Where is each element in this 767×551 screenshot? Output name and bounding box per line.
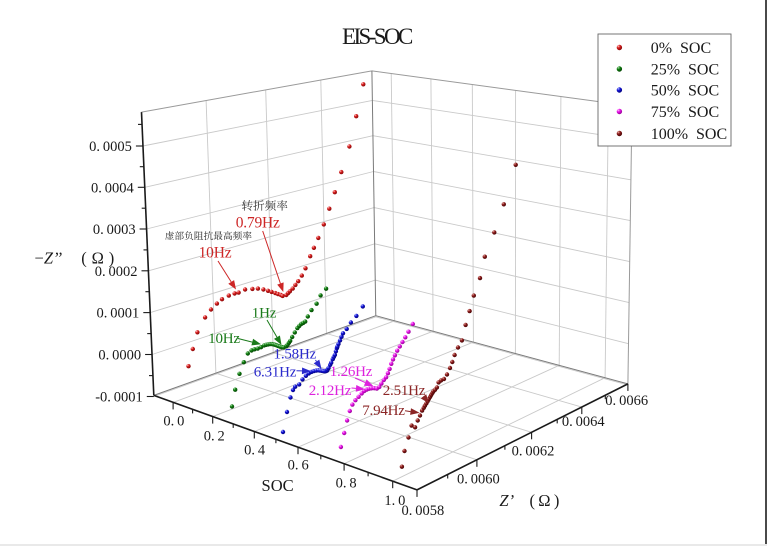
svg-text:( Ω ): ( Ω ) — [530, 491, 560, 510]
svg-text:0. 0060: 0. 0060 — [457, 472, 500, 488]
svg-text:Z’: Z’ — [499, 491, 514, 510]
svg-text:10Hz: 10Hz — [199, 244, 232, 261]
svg-text:0. 0066: 0. 0066 — [605, 393, 648, 409]
svg-text:0. 0003: 0. 0003 — [93, 222, 136, 238]
svg-text:25% SOC: 25% SOC — [651, 62, 719, 79]
svg-text:1Hz: 1Hz — [252, 305, 277, 321]
svg-text:6.31Hz: 6.31Hz — [254, 364, 297, 380]
svg-text:75% SOC: 75% SOC — [651, 104, 719, 121]
svg-text:0% SOC: 0% SOC — [651, 40, 711, 57]
svg-text:0. 8: 0. 8 — [336, 475, 357, 491]
svg-text:0. 0058: 0. 0058 — [402, 503, 445, 519]
svg-text:0. 6: 0. 6 — [288, 457, 309, 473]
svg-text:1.26Hz: 1.26Hz — [330, 364, 373, 380]
svg-text:50% SOC: 50% SOC — [651, 83, 719, 100]
svg-text:SOC: SOC — [262, 476, 294, 495]
svg-text:0. 4: 0. 4 — [244, 443, 266, 459]
svg-text:1.58Hz: 1.58Hz — [274, 347, 317, 363]
svg-text:0. 2: 0. 2 — [204, 429, 225, 445]
svg-text:7.94Hz: 7.94Hz — [362, 403, 405, 419]
svg-text:2.51Hz: 2.51Hz — [383, 383, 426, 399]
svg-text:0. 0: 0. 0 — [163, 413, 184, 429]
svg-text:10Hz: 10Hz — [208, 331, 240, 347]
svg-text:2.12Hz: 2.12Hz — [309, 383, 352, 399]
svg-text:−Z’’: −Z’’ — [35, 249, 63, 268]
svg-text:0. 0062: 0. 0062 — [512, 443, 555, 459]
svg-text:EIS-SOC: EIS-SOC — [342, 24, 413, 49]
svg-text:0. 0001: 0. 0001 — [97, 306, 140, 322]
svg-text:0. 0000: 0. 0000 — [98, 348, 141, 364]
svg-text:0. 0064: 0. 0064 — [562, 414, 606, 430]
svg-text:0. 0005: 0. 0005 — [89, 139, 132, 155]
svg-text:100% SOC: 100% SOC — [651, 126, 727, 143]
svg-text:-0. 0001: -0. 0001 — [95, 390, 143, 406]
svg-text:0. 0004: 0. 0004 — [91, 180, 135, 196]
svg-text:0.79Hz: 0.79Hz — [236, 215, 280, 232]
svg-text:( Ω ): ( Ω ) — [81, 249, 115, 268]
